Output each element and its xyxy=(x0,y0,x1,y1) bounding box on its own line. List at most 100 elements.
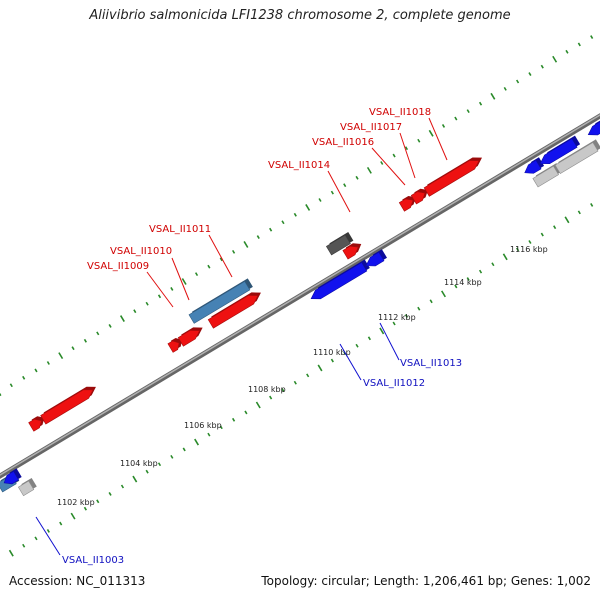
cds-reverse-7 xyxy=(539,138,578,165)
forward-scale-tick xyxy=(428,129,434,137)
reverse-gene-label: VSAL_II1013 xyxy=(400,358,462,369)
forward-gene-label: VSAL_II1014 xyxy=(268,160,330,171)
reverse-scale-tick xyxy=(83,506,87,511)
forward-label-leader xyxy=(428,117,448,161)
gene-reverse-8 xyxy=(532,165,559,188)
reverse-scale-tick xyxy=(281,388,285,393)
forward-scale-tick xyxy=(22,375,26,380)
gene-reverse-2 xyxy=(17,480,35,497)
reverse-label-leader xyxy=(379,322,400,361)
reverse-scale-tick xyxy=(404,314,409,319)
forward-scale-tick xyxy=(243,241,249,248)
reverse-scale-tick xyxy=(441,290,446,298)
reverse-scale-tick xyxy=(516,247,520,252)
reverse-scale-tick xyxy=(22,543,26,548)
reverse-scale-tick xyxy=(417,306,421,311)
gene-reverse-9 xyxy=(554,142,599,175)
scale-label: 1112 kbp xyxy=(378,313,416,322)
cds-forward-3 xyxy=(167,340,180,353)
scale-label: 1104 kbp xyxy=(120,459,158,468)
reverse-scale-tick xyxy=(182,447,186,452)
reverse-scale-tick xyxy=(132,475,138,483)
reverse-scale-tick xyxy=(540,232,544,237)
reverse-scale-tick xyxy=(269,395,273,400)
features xyxy=(0,120,600,497)
forward-scale-tick xyxy=(540,64,544,69)
reverse-scale-tick xyxy=(34,536,38,541)
forward-gene-label: VSAL_II1018 xyxy=(369,107,431,118)
reverse-scale-tick xyxy=(317,364,323,372)
forward-scale-tick xyxy=(528,72,532,76)
reverse-scale-tick xyxy=(219,425,223,430)
forward-scale-tick xyxy=(108,324,112,328)
scale-label: 1114 kbp xyxy=(444,278,482,287)
reverse-scale-tick xyxy=(379,327,385,335)
forward-label-leader xyxy=(399,132,416,179)
accession-text: Accession: NC_011313 xyxy=(9,574,146,588)
reverse-scale-tick xyxy=(590,203,594,207)
reverse-scale-tick xyxy=(59,521,63,526)
forward-label-leader xyxy=(371,147,406,186)
map-title: Aliivibrio salmonicida LFI1238 chromosom… xyxy=(89,8,511,23)
scale-label: 1106 kbp xyxy=(184,421,222,430)
forward-scale-tick xyxy=(318,198,322,202)
reverse-scale-tick xyxy=(108,491,112,496)
gene-forward-6 xyxy=(188,280,251,324)
reverse-scale-tick xyxy=(367,336,371,341)
forward-scale-tick xyxy=(219,257,223,262)
scale-label: 1108 kbp xyxy=(248,385,286,394)
reverse-scale-tick xyxy=(502,253,508,261)
forward-scale-tick xyxy=(281,220,285,225)
forward-label-leader xyxy=(171,257,190,301)
reverse-scale-tick xyxy=(8,549,14,557)
reverse-scale-tick xyxy=(577,210,581,215)
reverse-scale-tick xyxy=(343,351,347,356)
reverse-scale-tick xyxy=(194,438,200,446)
reverse-scale-tick xyxy=(330,358,334,363)
reverse-scale-tick xyxy=(120,484,125,489)
forward-scale-tick xyxy=(380,161,384,165)
forward-scale-tick xyxy=(194,272,199,277)
cds-forward-4 xyxy=(177,330,201,347)
reverse-scale-tick xyxy=(145,469,149,474)
cds-forward-1 xyxy=(28,418,42,432)
forward-scale-tick xyxy=(46,361,50,365)
forward-scale-tick xyxy=(71,346,75,351)
forward-scale-tick xyxy=(157,294,162,299)
forward-scale-tick xyxy=(503,86,507,91)
reverse-scale-tick xyxy=(96,499,100,504)
forward-gene-label: VSAL_II1010 xyxy=(110,246,172,257)
cds-forward-10 xyxy=(410,191,426,205)
cds-reverse-6 xyxy=(524,159,542,174)
forward-scale-tick xyxy=(441,124,446,128)
forward-scale-tick xyxy=(392,153,396,158)
reverse-scale-tick xyxy=(244,410,248,415)
forward-scale-tick xyxy=(231,249,236,254)
forward-scale-tick xyxy=(0,392,2,397)
tick-labels: 1102 kbp 1104 kbp 1106 kbp 1108 kbp 1110 kbp… xyxy=(57,245,548,507)
cds-forward-11 xyxy=(423,160,480,197)
forward-scale-tick xyxy=(490,92,496,100)
reverse-scale-tick xyxy=(170,454,174,459)
forward-label-leader xyxy=(146,271,174,308)
forward-scale-tick xyxy=(366,166,372,174)
forward-scale-tick xyxy=(330,190,334,195)
reverse-scale-tick xyxy=(491,262,495,267)
reverse-scale-tick xyxy=(553,225,557,230)
forward-scale-tick xyxy=(181,278,187,285)
forward-gene-label: VSAL_II1009 xyxy=(87,261,149,272)
reverse-scale-tick xyxy=(355,343,359,348)
forward-scale-tick xyxy=(404,146,409,151)
reverse-label-leader xyxy=(339,343,362,381)
forward-scale-tick xyxy=(466,109,470,114)
reverse-scale-tick xyxy=(478,269,483,274)
reverse-scale-tick xyxy=(46,529,50,533)
backbone xyxy=(0,113,600,479)
backbone-line xyxy=(0,113,600,479)
forward-label-leader xyxy=(208,234,233,278)
forward-scale-tick xyxy=(58,352,64,360)
forward-scale-tick xyxy=(516,79,520,84)
gene-labels: VSAL_II1009 VSAL_II1010 VSAL_II1011 VSAL_II… xyxy=(35,107,462,566)
forward-gene-label: VSAL_II1016 xyxy=(312,137,374,148)
